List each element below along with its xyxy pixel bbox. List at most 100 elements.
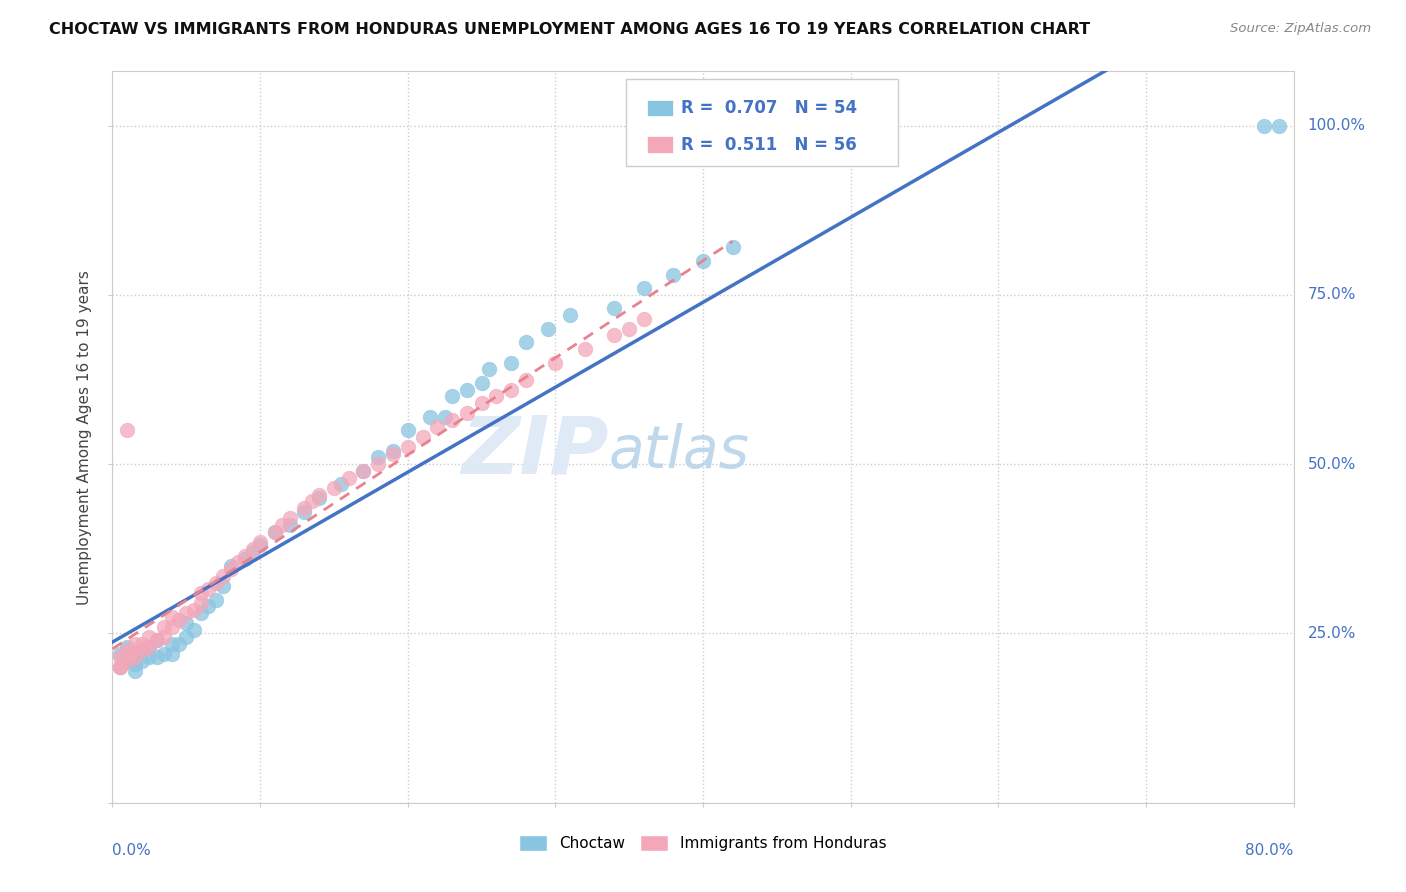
Point xyxy=(352,464,374,478)
Point xyxy=(174,606,197,620)
Point xyxy=(249,535,271,549)
Point xyxy=(367,450,389,465)
Point xyxy=(396,423,419,437)
Point xyxy=(160,637,183,651)
Text: ZIP: ZIP xyxy=(461,413,609,491)
Point xyxy=(108,660,131,674)
Point xyxy=(183,603,205,617)
Point xyxy=(603,301,626,316)
Point xyxy=(160,647,183,661)
Point xyxy=(131,637,153,651)
Point xyxy=(558,308,582,322)
Point xyxy=(124,650,146,665)
Point xyxy=(367,457,389,471)
Point xyxy=(308,491,330,505)
Point xyxy=(108,660,131,674)
Point xyxy=(226,555,249,569)
Point xyxy=(138,630,160,644)
Point xyxy=(537,322,560,336)
Point xyxy=(205,592,228,607)
Text: 80.0%: 80.0% xyxy=(1246,843,1294,858)
Point xyxy=(292,501,315,516)
Point xyxy=(633,311,655,326)
Point xyxy=(108,647,131,661)
Point xyxy=(662,268,685,282)
FancyBboxPatch shape xyxy=(626,78,898,167)
Legend: Choctaw, Immigrants from Honduras: Choctaw, Immigrants from Honduras xyxy=(513,829,893,857)
Point xyxy=(153,620,176,634)
Point xyxy=(219,558,242,573)
Point xyxy=(433,409,456,424)
Text: 0.0%: 0.0% xyxy=(112,843,152,858)
Point xyxy=(233,549,256,563)
Text: 75.0%: 75.0% xyxy=(1308,287,1355,302)
Point xyxy=(603,328,626,343)
Text: Source: ZipAtlas.com: Source: ZipAtlas.com xyxy=(1230,22,1371,36)
Point xyxy=(692,254,714,268)
Point xyxy=(419,409,441,424)
Point xyxy=(205,575,228,590)
Point xyxy=(124,650,146,665)
Point xyxy=(292,505,315,519)
Point xyxy=(190,586,212,600)
Point xyxy=(160,609,183,624)
Point xyxy=(124,664,146,678)
Point xyxy=(396,440,419,454)
Point xyxy=(117,643,138,657)
Bar xyxy=(648,100,673,116)
Point xyxy=(308,488,330,502)
Point xyxy=(117,640,138,654)
Point xyxy=(426,420,449,434)
Point xyxy=(131,643,153,657)
Point xyxy=(131,654,153,668)
Point xyxy=(501,383,523,397)
Point xyxy=(174,616,197,631)
Text: atlas: atlas xyxy=(609,423,749,480)
Point xyxy=(108,650,131,665)
Point xyxy=(301,494,323,508)
Point xyxy=(264,524,287,539)
Point xyxy=(138,650,160,665)
Y-axis label: Unemployment Among Ages 16 to 19 years: Unemployment Among Ages 16 to 19 years xyxy=(77,269,93,605)
Point xyxy=(323,481,346,495)
Point xyxy=(278,518,301,533)
Text: R =  0.707   N = 54: R = 0.707 N = 54 xyxy=(681,99,856,117)
Point xyxy=(242,541,264,556)
Point xyxy=(117,654,138,668)
Point xyxy=(515,372,537,386)
Point xyxy=(271,518,294,533)
Point xyxy=(153,647,176,661)
Point xyxy=(278,511,301,525)
Point xyxy=(337,471,360,485)
Point xyxy=(544,355,567,369)
Point xyxy=(501,355,523,369)
Point xyxy=(249,538,271,552)
Point xyxy=(633,281,655,295)
Point xyxy=(242,545,264,559)
Point xyxy=(124,657,146,671)
Text: R =  0.511   N = 56: R = 0.511 N = 56 xyxy=(681,136,856,153)
Text: 25.0%: 25.0% xyxy=(1308,626,1355,641)
Point xyxy=(574,342,596,356)
Point xyxy=(485,389,508,403)
Point xyxy=(721,240,744,254)
Text: 50.0%: 50.0% xyxy=(1308,457,1355,472)
Point xyxy=(167,637,190,651)
Point xyxy=(619,322,641,336)
Point xyxy=(167,613,190,627)
Point xyxy=(117,423,138,437)
Point xyxy=(120,647,142,661)
Point xyxy=(117,654,138,668)
Bar xyxy=(648,136,673,153)
Point xyxy=(138,640,160,654)
Point xyxy=(478,362,501,376)
Point xyxy=(146,633,169,648)
Point xyxy=(153,630,176,644)
Point xyxy=(233,552,256,566)
Text: CHOCTAW VS IMMIGRANTS FROM HONDURAS UNEMPLOYMENT AMONG AGES 16 TO 19 YEARS CORRE: CHOCTAW VS IMMIGRANTS FROM HONDURAS UNEM… xyxy=(49,22,1090,37)
Point xyxy=(197,582,219,597)
Point xyxy=(470,396,494,410)
Point xyxy=(146,650,169,665)
Point xyxy=(441,413,464,427)
Point xyxy=(138,640,160,654)
